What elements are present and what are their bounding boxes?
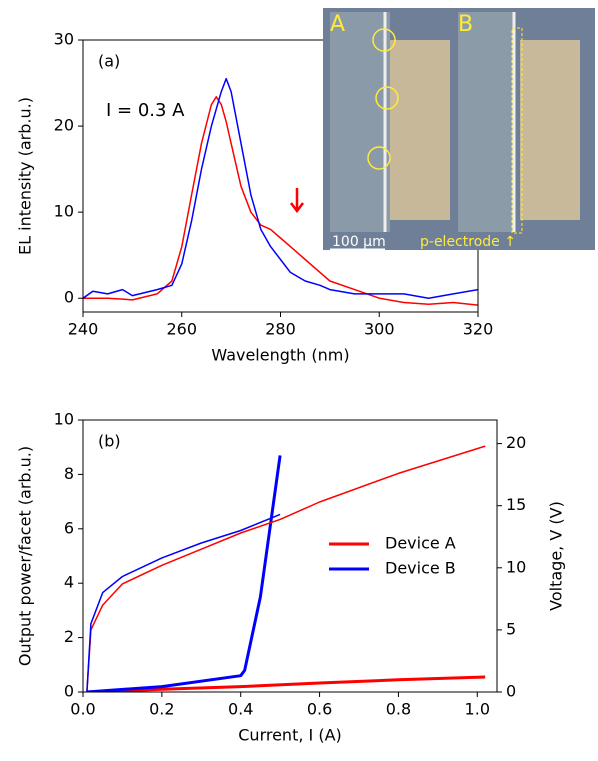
data-line <box>86 445 486 692</box>
contact-a <box>390 40 450 220</box>
x-tick-label: 260 <box>166 320 197 339</box>
x-tick-label: 0.2 <box>149 700 174 719</box>
data-line <box>86 675 486 692</box>
y2-tick-label: 15 <box>506 495 526 514</box>
y2-tick-label: 5 <box>506 619 516 638</box>
y2-tick-label: 0 <box>506 682 516 701</box>
x-tick-label: 0.4 <box>228 700 253 719</box>
data-line <box>86 455 282 692</box>
red-arrow <box>290 188 304 214</box>
y-tick-label: 2 <box>64 627 74 646</box>
p-electrode-box <box>511 27 523 234</box>
y-tick-label: 10 <box>54 410 74 429</box>
x-tick-label: 0.0 <box>70 700 95 719</box>
highlight-circle <box>375 86 399 110</box>
y-tick-label: 6 <box>64 518 74 537</box>
panel-label: (a) <box>98 52 120 71</box>
highlight-circle <box>372 28 396 52</box>
x-tick-label: 240 <box>68 320 99 339</box>
x-tick-label: 280 <box>265 320 296 339</box>
inset-label: p-electrode ↑ <box>420 234 516 250</box>
inset-label: B <box>458 12 473 37</box>
y2-tick-label: 10 <box>506 557 526 576</box>
inset-image: A B 100 µm p-electrode ↑ <box>323 8 595 252</box>
plot-frame <box>82 419 498 693</box>
y2-tick-label: 20 <box>506 433 526 452</box>
legend-label: Device A <box>385 534 456 553</box>
y2-axis-label: Voltage, V (V) <box>547 501 566 611</box>
x-axis-label: Current, I (A) <box>238 726 342 745</box>
x-tick-label: 1.0 <box>465 700 490 719</box>
y-tick-label: 0 <box>64 682 74 701</box>
highlight-circle <box>367 146 391 170</box>
inset-label: A <box>330 12 345 37</box>
electrode-a <box>330 12 390 232</box>
y-tick-label: 20 <box>54 116 74 135</box>
y-axis-label: Output power/facet (arb.u.) <box>16 446 35 666</box>
y-tick-label: 30 <box>54 30 74 49</box>
data-line <box>86 513 281 692</box>
y-tick-label: 0 <box>64 288 74 307</box>
y-axis-label: EL intensity (arb.u.) <box>16 97 35 255</box>
panel-label: (b) <box>98 432 121 451</box>
legend-label: Device B <box>385 559 456 578</box>
inset-label: 100 µm <box>332 234 386 250</box>
x-tick-label: 320 <box>463 320 494 339</box>
data-line <box>83 96 478 306</box>
x-tick-label: 300 <box>364 320 395 339</box>
data-line <box>83 77 478 299</box>
x-axis-label: Wavelength (nm) <box>211 346 349 365</box>
y-tick-label: 8 <box>64 464 74 483</box>
electrode-b <box>458 12 514 232</box>
y-tick-label: 10 <box>54 202 74 221</box>
x-tick-label: 0.8 <box>386 700 411 719</box>
x-tick-label: 0.6 <box>307 700 332 719</box>
y-tick-label: 4 <box>64 573 74 592</box>
annotation: I = 0.3 A <box>106 100 185 121</box>
contact-b <box>520 40 580 220</box>
